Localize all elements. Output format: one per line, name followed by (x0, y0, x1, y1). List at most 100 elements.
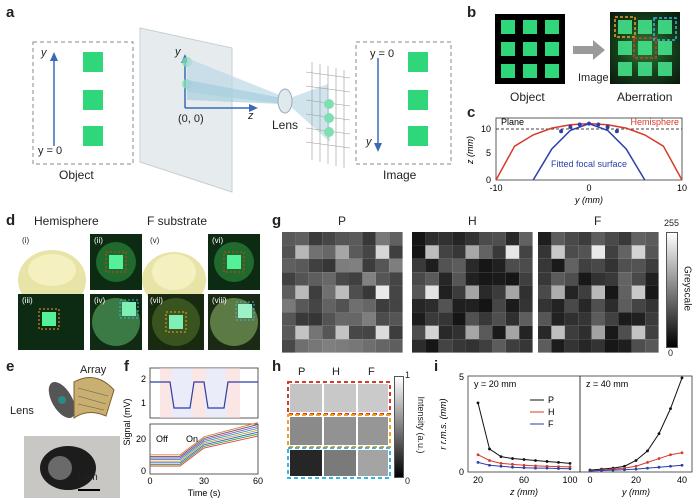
panel-label-g: g (272, 212, 282, 229)
g-cell (538, 285, 552, 299)
g-cell (551, 339, 565, 353)
i-right-point (611, 468, 615, 472)
g-cell (375, 245, 390, 259)
g-cell (362, 339, 376, 353)
g-cell (564, 325, 579, 340)
g-cell (335, 325, 349, 340)
g-cell (465, 245, 479, 259)
g-cell (519, 312, 533, 326)
f-signal-chart: 1 2 0 20 0 30 60 Time (s) Signal (mV) Of… (122, 367, 263, 498)
g-cell (425, 285, 439, 299)
h-cb-min: 0 (405, 476, 411, 486)
g-cell (551, 232, 565, 246)
g-cell (519, 325, 533, 340)
g-cell (591, 325, 605, 340)
i-left-point (476, 453, 480, 457)
f-trace-3 (150, 429, 259, 462)
g-cell (389, 245, 403, 259)
g-cell (322, 285, 336, 299)
i-left-point (568, 461, 572, 465)
i-legend: P H F (530, 395, 555, 429)
g-cell (438, 272, 453, 286)
i-left-point (499, 461, 503, 465)
g-cell (505, 258, 520, 273)
i-right-point (669, 464, 672, 468)
c-ytick-10: 10 (481, 124, 491, 134)
g-cell (438, 325, 453, 340)
g-title-p: P (338, 214, 347, 228)
g-cell (349, 285, 363, 299)
f-trace-1 (150, 433, 259, 465)
i-right-point (680, 376, 684, 380)
g-cell (438, 245, 453, 259)
g-cell (492, 272, 506, 286)
f-top-ytick-2: 2 (141, 374, 146, 384)
g-cell (479, 285, 493, 299)
g-cell (295, 258, 309, 273)
g-cell (438, 258, 453, 273)
g-cell (295, 232, 309, 246)
g-cell (465, 258, 479, 273)
g-cell (362, 285, 376, 299)
g-cell (322, 258, 336, 273)
g-cell (282, 258, 296, 273)
i-right-point (623, 464, 626, 468)
g-cell (551, 299, 565, 313)
g-cell (282, 232, 296, 246)
g-cell (538, 245, 552, 259)
h-title-p: P (298, 366, 306, 378)
a-obj-y: y (41, 47, 47, 59)
d-sub-v: (v) (150, 236, 160, 245)
panel-label-c: c (467, 104, 476, 121)
g-cell (618, 258, 632, 273)
panel-label-a: a (6, 4, 15, 21)
g-cell (492, 299, 506, 313)
g-cell (564, 285, 579, 299)
panel-label-e: e (6, 358, 15, 375)
g-cell (295, 272, 309, 286)
g-cell (452, 339, 466, 353)
g-cell (479, 272, 493, 286)
d-sub-iii: (iii) (22, 296, 33, 305)
h-title-f: F (368, 366, 375, 378)
b-arrow-icon (573, 40, 605, 60)
g-cell (375, 232, 390, 246)
c-point-0 (559, 129, 564, 134)
i-left-point (511, 457, 514, 460)
g-cell (479, 258, 493, 273)
g-cell (349, 299, 363, 313)
g-cell (591, 285, 605, 299)
g-cell (605, 299, 619, 313)
g-cell (605, 312, 619, 326)
g-cell (645, 285, 659, 299)
g-cell (505, 285, 520, 299)
g-cell (362, 312, 376, 326)
screen-plane (139, 27, 233, 193)
i-left-point (568, 465, 572, 469)
i-left-point (534, 459, 537, 462)
f-trace-6 (150, 424, 259, 457)
i-rx-20: 20 (631, 475, 641, 485)
g-cell (538, 232, 552, 246)
i-left-point (511, 462, 514, 466)
object-square-3 (83, 126, 103, 146)
c-point-1 (568, 125, 573, 130)
i-left-point (476, 461, 480, 464)
g-cell (645, 299, 659, 313)
f-xtick-30: 30 (199, 476, 209, 486)
i-ylabel: r r.m.s. (mm) (438, 398, 448, 449)
g-cell (631, 272, 646, 286)
i-lx-60: 60 (519, 475, 529, 485)
g-cell (591, 232, 605, 246)
f-top-ytick-1: 1 (141, 398, 146, 408)
g-cell (282, 312, 296, 326)
c-point-5 (605, 125, 610, 130)
f-xtick-0: 0 (147, 476, 152, 486)
i-left-point (511, 465, 514, 469)
g-cell (492, 339, 506, 353)
g-cell (505, 232, 520, 246)
g-cell (631, 299, 646, 313)
c-hemisphere-label: Hemisphere (630, 117, 679, 127)
g-cell (349, 325, 363, 340)
g-cell (335, 285, 349, 299)
